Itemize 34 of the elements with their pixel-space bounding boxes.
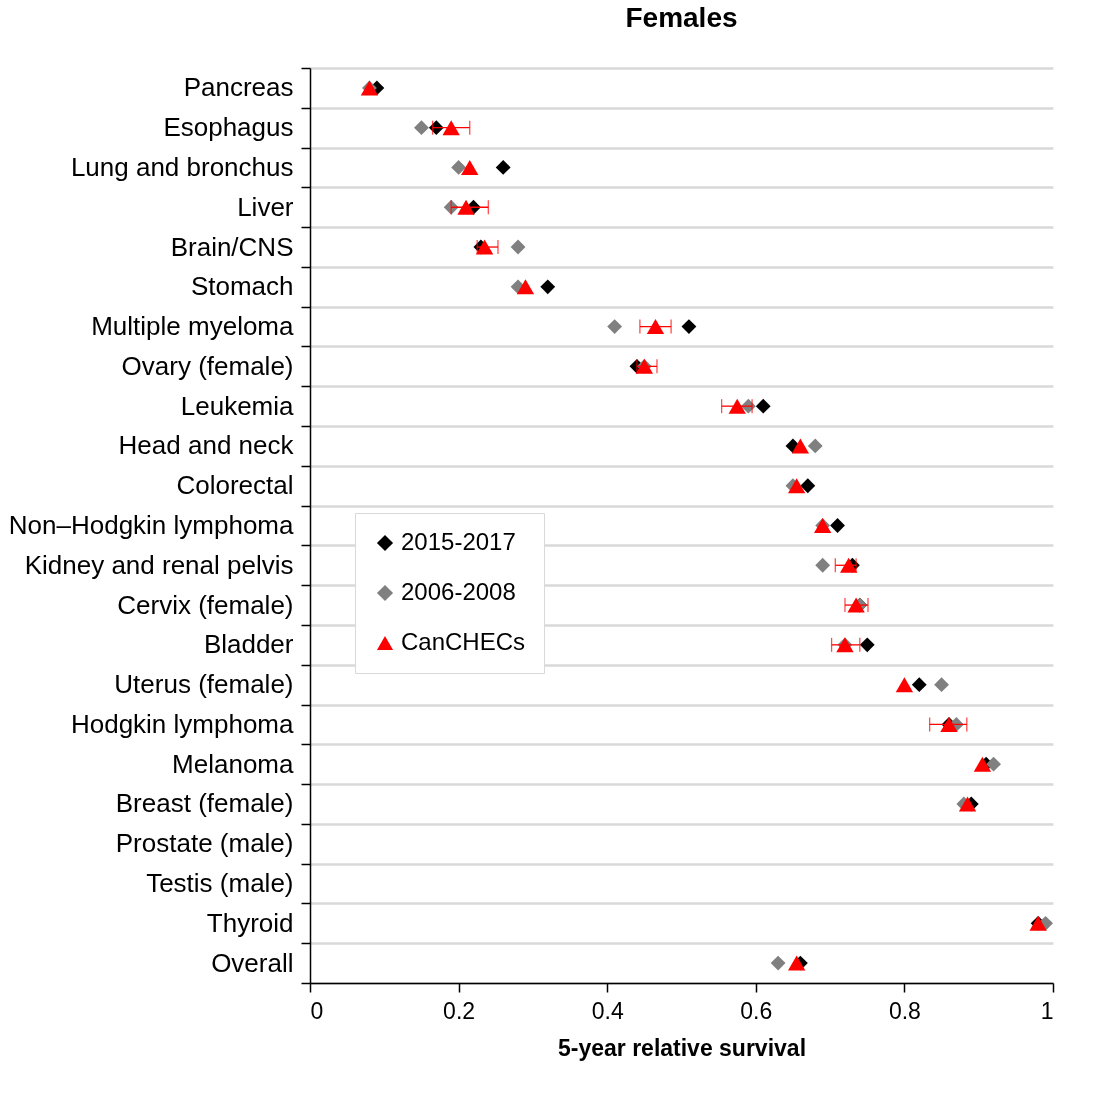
y-tick-label: Multiple myeloma [91, 311, 295, 342]
y-tick-label: Head and neck [118, 430, 295, 461]
y-tick-label: Bladder [203, 629, 294, 660]
y-tick-label: Colorectal [176, 470, 294, 501]
y-tick-label: Cervix (female) [117, 589, 294, 620]
y-tick-label: Melanoma [172, 748, 295, 779]
x-tick-label: 1 [1040, 997, 1054, 1024]
y-tick-label: Testis (male) [146, 868, 294, 899]
y-tick-label: Ovary (female) [121, 350, 294, 381]
legend-label: CanCHECs [401, 628, 526, 655]
x-tick-label: 0.4 [591, 997, 624, 1024]
y-tick-label: Overall [211, 947, 294, 978]
y-tick-label: Liver [237, 191, 294, 222]
y-tick-label: Thyroid [206, 907, 294, 938]
x-tick-label: 0 [310, 997, 324, 1024]
legend-label: 2015-2017 [401, 528, 516, 555]
y-tick-label: Uterus (female) [114, 669, 294, 700]
y-tick-label: Hodgkin lymphoma [70, 708, 295, 739]
chart-title: Females [625, 2, 738, 33]
x-tick-label: 0.2 [443, 997, 476, 1024]
x-tick-label: 0.8 [888, 997, 921, 1024]
y-tick-label: Non–Hodgkin lymphoma [8, 510, 295, 540]
y-tick-label: Leukemia [180, 390, 295, 421]
y-tick-label: Kidney and renal pelvis [24, 549, 294, 580]
y-tick-label: Brain/CNS [170, 231, 294, 262]
y-tick-label: Esophagus [163, 112, 294, 143]
y-tick-label: Prostate (male) [115, 828, 294, 859]
y-tick-label: Stomach [190, 271, 294, 302]
x-tick-label: 0.6 [740, 997, 773, 1024]
legend-label: 2006-2008 [401, 578, 516, 605]
y-tick-label: Pancreas [183, 72, 294, 103]
x-axis-title: 5-year relative survival [557, 1034, 807, 1061]
y-tick-label: Breast (female) [115, 788, 294, 819]
y-tick-label: Lung and bronchus [70, 151, 294, 182]
